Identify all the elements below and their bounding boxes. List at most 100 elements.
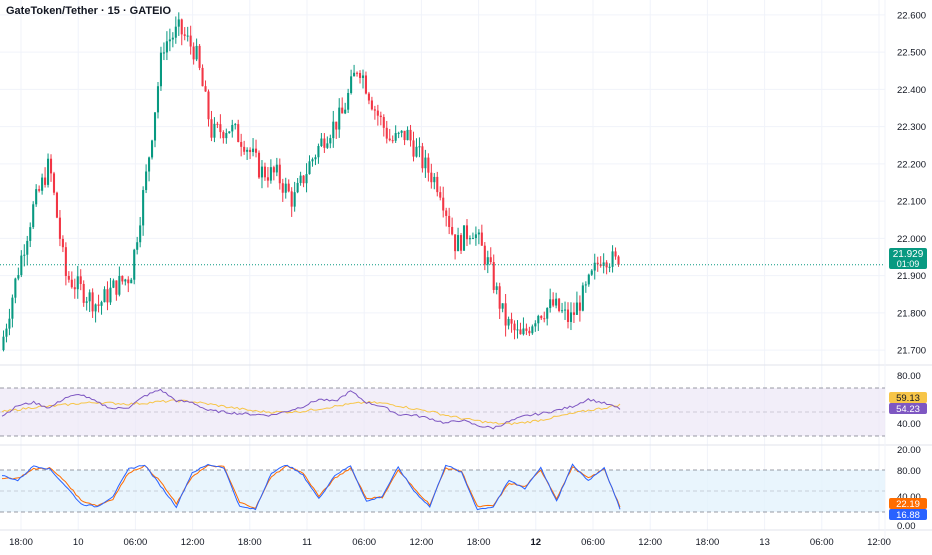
candle-body[interactable] xyxy=(483,245,486,265)
candle-body[interactable] xyxy=(507,318,510,326)
candle-body[interactable] xyxy=(305,174,308,184)
candle-body[interactable] xyxy=(257,152,261,178)
candle-body[interactable] xyxy=(415,146,418,157)
candle-body[interactable] xyxy=(516,329,519,331)
candle-body[interactable] xyxy=(201,67,204,87)
candle-body[interactable] xyxy=(246,149,249,152)
candle-body[interactable] xyxy=(32,204,35,228)
candle-body[interactable] xyxy=(474,234,477,239)
candle-body[interactable] xyxy=(448,215,451,227)
candle-body[interactable] xyxy=(254,148,258,153)
candle-body[interactable] xyxy=(85,301,88,303)
candle-body[interactable] xyxy=(361,75,365,78)
candle-body[interactable] xyxy=(376,110,379,116)
candle-body[interactable] xyxy=(575,302,578,315)
candle-body[interactable] xyxy=(35,189,38,205)
candle-body[interactable] xyxy=(382,117,385,128)
candle-body[interactable] xyxy=(498,286,501,309)
candle-body[interactable] xyxy=(445,210,448,216)
candle-body[interactable] xyxy=(495,286,498,290)
candle-body[interactable] xyxy=(225,133,228,139)
candle-body[interactable] xyxy=(388,138,391,141)
candle-body[interactable] xyxy=(356,72,359,74)
candle-body[interactable] xyxy=(537,315,540,324)
candle-body[interactable] xyxy=(14,278,17,298)
candle-body[interactable] xyxy=(17,275,20,279)
candle-body[interactable] xyxy=(587,274,590,285)
candle-body[interactable] xyxy=(23,254,26,256)
candle-body[interactable] xyxy=(584,284,587,286)
candle-body[interactable] xyxy=(49,158,53,174)
candle-body[interactable] xyxy=(52,173,56,193)
stoch-k-line[interactable] xyxy=(1,463,621,511)
candle-body[interactable] xyxy=(76,276,79,290)
candle-body[interactable] xyxy=(269,167,272,181)
candle-body[interactable] xyxy=(555,298,558,306)
candle-body[interactable] xyxy=(38,189,41,191)
candle-body[interactable] xyxy=(252,148,255,153)
candle-body[interactable] xyxy=(501,303,504,309)
candle-body[interactable] xyxy=(329,138,332,144)
candle-body[interactable] xyxy=(451,226,454,235)
candle-body[interactable] xyxy=(249,149,252,153)
candle-body[interactable] xyxy=(439,192,442,198)
candle-body[interactable] xyxy=(596,262,599,265)
candle-body[interactable] xyxy=(216,123,219,125)
candle-body[interactable] xyxy=(436,176,439,193)
candle-body[interactable] xyxy=(611,251,614,267)
candle-body[interactable] xyxy=(409,129,412,141)
candle-body[interactable] xyxy=(617,256,620,265)
candle-body[interactable] xyxy=(177,19,180,27)
candle-body[interactable] xyxy=(234,124,237,126)
candle-body[interactable] xyxy=(159,52,162,87)
candle-body[interactable] xyxy=(608,266,611,268)
candle-body[interactable] xyxy=(317,145,320,158)
candle-body[interactable] xyxy=(543,318,546,320)
candle-body[interactable] xyxy=(109,287,112,303)
time-axis[interactable]: 18:00 10 06:00 12:00 18:00 11 06:00 12:00 18:00 1… xyxy=(9,537,891,548)
candle-body[interactable] xyxy=(457,235,460,252)
candle-body[interactable] xyxy=(243,146,246,152)
candle-body[interactable] xyxy=(510,318,513,324)
candle-body[interactable] xyxy=(353,72,356,77)
candle-body[interactable] xyxy=(210,119,213,138)
candle-body[interactable] xyxy=(97,304,100,306)
candle-body[interactable] xyxy=(11,297,14,319)
candle-body[interactable] xyxy=(94,304,97,312)
candle-body[interactable] xyxy=(186,35,189,37)
candle-body[interactable] xyxy=(477,232,480,235)
candle-body[interactable] xyxy=(8,318,11,329)
candle-body[interactable] xyxy=(332,121,335,139)
candle-body[interactable] xyxy=(112,280,115,288)
candle-body[interactable] xyxy=(358,73,362,78)
candle-body[interactable] xyxy=(326,143,329,148)
candle-body[interactable] xyxy=(219,124,222,133)
candle-body[interactable] xyxy=(531,326,534,334)
candle-body[interactable] xyxy=(454,234,457,252)
candle-body[interactable] xyxy=(558,298,561,311)
candle-body[interactable] xyxy=(171,37,174,40)
candle-body[interactable] xyxy=(148,157,151,172)
candle-body[interactable] xyxy=(26,240,29,255)
candle-body[interactable] xyxy=(189,35,192,47)
candle-body[interactable] xyxy=(281,183,284,193)
candle-body[interactable] xyxy=(341,107,344,114)
candle-body[interactable] xyxy=(2,336,5,351)
candle-body[interactable] xyxy=(151,140,154,158)
candle-body[interactable] xyxy=(367,93,370,101)
candle-body[interactable] xyxy=(460,235,463,251)
candle-body[interactable] xyxy=(433,176,436,183)
candle-body[interactable] xyxy=(400,130,403,133)
candle-body[interactable] xyxy=(287,183,290,192)
candle-body[interactable] xyxy=(581,285,584,311)
candle-body[interactable] xyxy=(394,133,397,141)
candle-body[interactable] xyxy=(549,299,552,309)
candle-body[interactable] xyxy=(145,171,148,191)
candle-body[interactable] xyxy=(572,312,575,315)
candle-body[interactable] xyxy=(207,91,210,120)
candle-body[interactable] xyxy=(391,140,394,142)
candle-body[interactable] xyxy=(528,330,531,334)
candle-body[interactable] xyxy=(302,175,305,184)
candle-body[interactable] xyxy=(142,190,145,226)
